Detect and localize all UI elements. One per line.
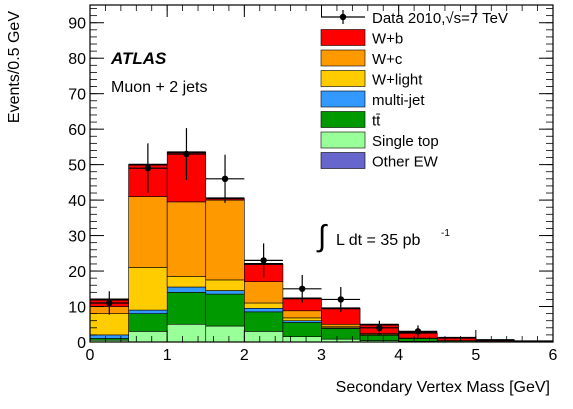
x-axis-title: Secondary Vertex Mass [GeV] — [336, 379, 550, 396]
bar-2-0 — [90, 335, 129, 339]
bar-1-8 — [399, 338, 438, 341]
legend-swatch-2 — [321, 71, 365, 87]
legend-swatch-1 — [321, 50, 365, 66]
legend-swatch-4 — [321, 112, 365, 128]
y-tick-label-7: 70 — [68, 87, 86, 104]
y-tick-label-0: 0 — [77, 335, 86, 352]
y-tick-label-3: 30 — [68, 229, 86, 246]
legend: Data 2010,√s=7 TeV W+b W+c W+light multi-jet… — [321, 10, 508, 171]
legend-swatch-0 — [321, 30, 365, 46]
legend-label-3: multi-jet — [372, 92, 425, 109]
y-tick-label-9: 90 — [68, 16, 86, 33]
x-tick-label-3: 3 — [317, 347, 326, 364]
bar-1-3 — [206, 294, 245, 326]
bar-3-2 — [167, 276, 206, 287]
bar-3-5 — [283, 318, 322, 321]
y-tick-label-1: 10 — [68, 300, 86, 317]
legend-swatch-3 — [321, 91, 365, 107]
y-tick-label-6: 60 — [68, 122, 86, 139]
legend-label-5: Single top — [372, 133, 439, 150]
luminosity-text: L dt = 35 pb — [336, 232, 420, 249]
bar-2-2 — [167, 287, 206, 292]
legend-label-0: W+b — [372, 31, 403, 48]
x-tick-label-1: 1 — [163, 347, 172, 364]
integral-sign: ∫ — [316, 220, 328, 253]
bar-1-4 — [244, 312, 283, 332]
bar-0-5 — [283, 337, 322, 342]
y-tick-label-4: 40 — [68, 193, 86, 210]
legend-label-1: W+c — [372, 51, 403, 68]
bar-4-2 — [167, 202, 206, 276]
y-tick-label-2: 20 — [68, 264, 86, 281]
y-tick-label-8: 80 — [68, 51, 86, 68]
bar-3-4 — [244, 303, 283, 308]
legend-label-6: Other EW — [372, 154, 439, 171]
data-point-5 — [299, 286, 305, 292]
bar-0-4 — [244, 331, 283, 342]
bar-2-4 — [244, 308, 283, 312]
x-tick-label-4: 4 — [394, 347, 403, 364]
bar-1-6 — [322, 329, 361, 340]
bar-4-4 — [244, 282, 283, 303]
data-point-6 — [338, 296, 344, 302]
legend-label-2: W+light — [372, 72, 423, 89]
bar-0-1 — [129, 331, 168, 342]
data-point-7 — [376, 325, 382, 331]
legend-data-marker-dot — [340, 14, 346, 20]
data-point-3 — [222, 176, 228, 182]
data-point-4 — [260, 257, 266, 263]
bar-0-3 — [206, 326, 245, 342]
bar-4-1 — [129, 197, 168, 268]
data-point-0 — [106, 300, 112, 306]
bar-4-5 — [283, 311, 322, 318]
luminosity-label: ∫ L dt = 35 pb -1 — [316, 220, 450, 253]
legend-data-label: Data 2010,√s=7 TeV — [372, 10, 508, 27]
data-point-8 — [415, 328, 421, 334]
bar-3-3 — [206, 280, 245, 291]
x-tick-label-0: 0 — [86, 347, 95, 364]
data-point-1 — [145, 165, 151, 171]
channel-label: Muon + 2 jets — [111, 79, 208, 96]
atlas-label: ATLAS — [110, 49, 167, 68]
legend-swatch-6 — [321, 153, 365, 169]
bar-4-6 — [322, 324, 361, 326]
bar-2-1 — [129, 310, 168, 314]
bar-1-1 — [129, 314, 168, 332]
bar-0-2 — [167, 324, 206, 342]
legend-swatch-5 — [321, 132, 365, 148]
x-tick-label-2: 2 — [240, 347, 249, 364]
bar-4-3 — [206, 200, 245, 280]
bar-2-3 — [206, 291, 245, 295]
x-tick-label-6: 6 — [549, 347, 558, 364]
x-tick-label-5: 5 — [471, 347, 480, 364]
bar-3-0 — [90, 314, 129, 335]
bar-1-7 — [360, 335, 399, 340]
data-point-2 — [183, 151, 189, 157]
y-axis-title: Events/0.5 GeV — [6, 11, 23, 123]
luminosity-exponent: -1 — [441, 228, 450, 239]
legend-label-4: tt̄ — [372, 113, 381, 130]
bar-1-5 — [283, 322, 322, 336]
bar-1-2 — [167, 292, 206, 324]
y-tick-label-5: 50 — [68, 158, 86, 175]
bar-3-1 — [129, 268, 168, 311]
